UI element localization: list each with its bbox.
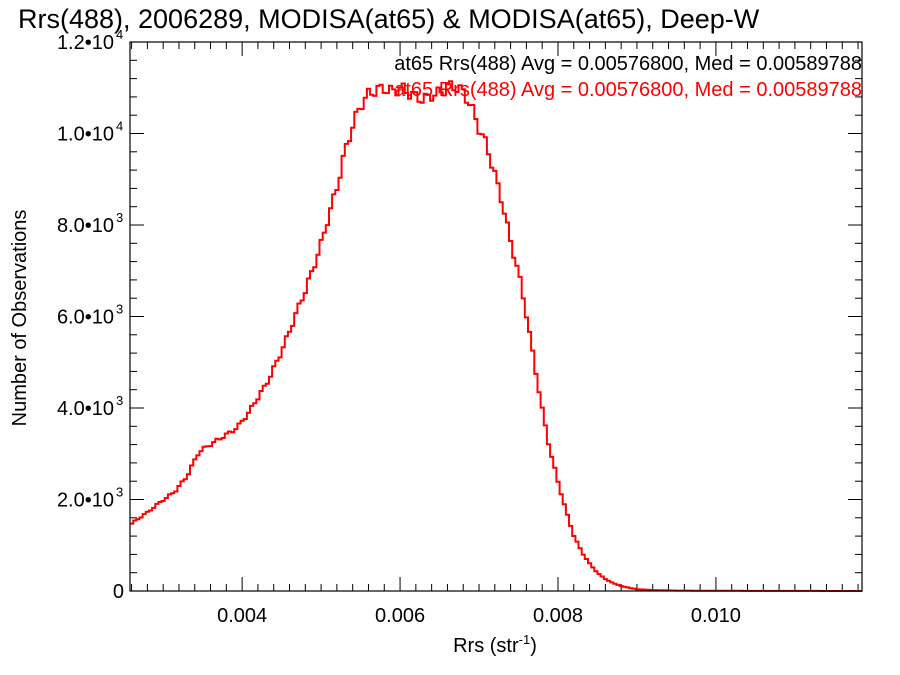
y-tick-label: 1.2•10: [57, 32, 114, 54]
x-tick-label: 0.004: [217, 605, 267, 627]
y-tick-label: 0: [113, 581, 124, 603]
annotation-red: at65 Rrs(488) Avg = 0.00576800, Med = 0.…: [394, 79, 862, 101]
x-tick-label: 0.010: [691, 605, 741, 627]
x-axis-label-close: ): [530, 635, 537, 657]
y-tick-exponent: 3: [116, 485, 123, 500]
y-tick-label: 6.0•10: [57, 307, 114, 329]
y-tick-label: 1.0•10: [57, 124, 114, 146]
x-tick-label: 0.006: [375, 605, 425, 627]
y-tick-exponent: 4: [116, 119, 123, 134]
y-tick-exponent: 3: [116, 210, 123, 225]
chart-title: Rrs(488), 2006289, MODISA(at65) & MODISA…: [18, 4, 760, 34]
y-tick-exponent: 3: [116, 393, 123, 408]
x-axis-label-exponent: -1: [519, 632, 531, 647]
annotation-black: at65 Rrs(488) Avg = 0.00576800, Med = 0.…: [394, 53, 862, 75]
axis-ticks: [130, 41, 862, 592]
plot-frame: [129, 41, 863, 592]
histogram-series-line: [130, 80, 862, 592]
y-tick-label: 8.0•10: [57, 215, 114, 237]
y-tick-label: 2.0•10: [57, 490, 114, 512]
x-axis-label-text: Rrs (str: [453, 635, 519, 657]
x-axis-label: Rrs (str-1): [453, 632, 537, 657]
y-tick-exponent: 3: [116, 302, 123, 317]
y-tick-exponent: 4: [116, 27, 123, 42]
y-tick-label: 4.0•10: [57, 398, 114, 420]
y-axis-label: Number of Observations: [9, 210, 31, 427]
x-tick-label: 0.008: [533, 605, 583, 627]
